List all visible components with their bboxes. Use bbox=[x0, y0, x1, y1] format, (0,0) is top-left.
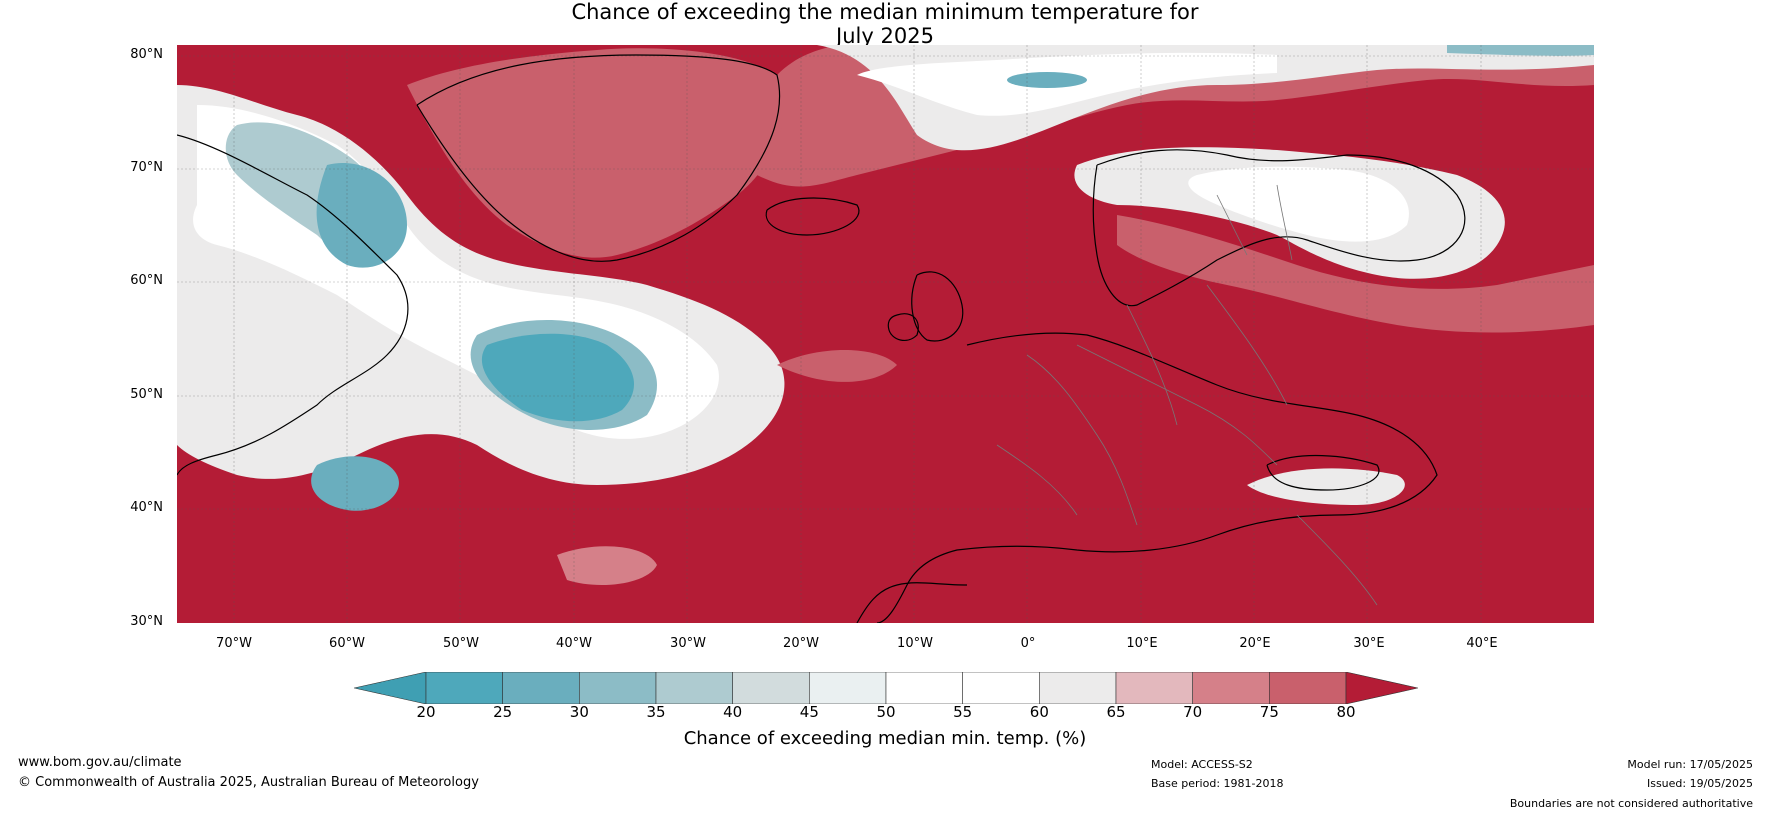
lat-label-60n: 60°N bbox=[130, 273, 163, 288]
footer-base-period: Base period: 1981-2018 bbox=[1151, 777, 1284, 790]
title-line-2: July 2025 bbox=[836, 24, 934, 48]
colorbar-tick-label: 75 bbox=[1259, 703, 1279, 721]
colorbar-segment bbox=[579, 671, 657, 705]
colorbar-tick-label: 60 bbox=[1029, 703, 1049, 721]
lon-label-40w: 40°W bbox=[556, 636, 592, 651]
iceland-coast bbox=[765, 197, 860, 236]
greenland-pink bbox=[407, 48, 785, 258]
coastlines bbox=[177, 54, 1466, 623]
lon-label-20w: 20°W bbox=[783, 636, 819, 651]
colorbar-segment bbox=[1039, 671, 1117, 705]
colorbar-segment bbox=[425, 671, 503, 705]
atlantic-pink-patch bbox=[777, 350, 897, 382]
scandinavia-white bbox=[1188, 166, 1409, 242]
lat-label-70n: 70°N bbox=[130, 160, 163, 175]
lon-label-40e: 40°E bbox=[1466, 636, 1498, 651]
lat-label-40n: 40°N bbox=[130, 500, 163, 515]
colorbar-segment bbox=[962, 671, 1040, 705]
lon-label-30w: 30°W bbox=[670, 636, 706, 651]
east-europe-pink bbox=[1117, 215, 1594, 333]
nova-scotia-cool bbox=[311, 456, 399, 511]
colorbar-high-extend bbox=[1345, 671, 1419, 705]
colorbar-tick-label: 70 bbox=[1183, 703, 1203, 721]
footer-model-run: Model run: 17/05/2025 bbox=[1627, 758, 1753, 771]
colorbar-tick-label: 55 bbox=[953, 703, 973, 721]
black-sea-neutral bbox=[1247, 468, 1405, 505]
footer-disclaimer: Boundaries are not considered authoritat… bbox=[1509, 797, 1753, 810]
lat-label-50n: 50°N bbox=[130, 387, 163, 402]
colorbar-low-extend bbox=[353, 671, 427, 705]
greenland-coast bbox=[416, 54, 781, 262]
colorbar-segment bbox=[655, 671, 733, 705]
colorbar-tick-label: 20 bbox=[416, 703, 436, 721]
chart-title: Chance of exceeding the median minimum t… bbox=[0, 0, 1770, 48]
scandinavia-coast bbox=[1092, 149, 1466, 307]
colorbar bbox=[353, 671, 1419, 705]
north-africa-coast bbox=[856, 582, 968, 623]
black-sea-coast bbox=[1266, 454, 1380, 491]
footer-website: www.bom.gov.au/climate bbox=[18, 755, 182, 770]
arctic-cool-edge bbox=[1447, 45, 1594, 56]
colorbar-segment bbox=[1115, 671, 1193, 705]
labrador-coast bbox=[177, 134, 409, 476]
colorbar-segment bbox=[1269, 671, 1347, 705]
colorbar-segment bbox=[885, 671, 963, 705]
colorbar-tick-label: 25 bbox=[493, 703, 513, 721]
lon-label-50w: 50°W bbox=[443, 636, 479, 651]
colorbar-tick-label: 65 bbox=[1106, 703, 1126, 721]
footer-model: Model: ACCESS-S2 bbox=[1151, 758, 1253, 771]
lon-label-10w: 10°W bbox=[897, 636, 933, 651]
lon-label-20e: 20°E bbox=[1239, 636, 1271, 651]
europe-coast bbox=[876, 332, 1438, 623]
map-svg bbox=[177, 45, 1594, 623]
ireland-coast bbox=[887, 313, 919, 342]
colorbar-tick-label: 40 bbox=[723, 703, 743, 721]
colorbar-label: Chance of exceeding median min. temp. (%… bbox=[683, 728, 1087, 749]
lon-label-10e: 10°E bbox=[1126, 636, 1158, 651]
mid-atlantic-cool-core bbox=[481, 333, 634, 422]
lon-label-60w: 60°W bbox=[329, 636, 365, 651]
colorbar-segment bbox=[732, 671, 810, 705]
colorbar-segment bbox=[809, 671, 887, 705]
colorbar-tick-label: 35 bbox=[646, 703, 666, 721]
arctic-cool-patch bbox=[1007, 72, 1087, 88]
lat-label-30n: 30°N bbox=[130, 614, 163, 629]
graticule bbox=[177, 45, 1594, 623]
colorbar-tick-label: 45 bbox=[799, 703, 819, 721]
lon-label-0: 0° bbox=[1020, 636, 1036, 651]
lat-label-80n: 80°N bbox=[130, 47, 163, 62]
lon-label-30e: 30°E bbox=[1353, 636, 1385, 651]
south-atlantic-pink bbox=[557, 546, 657, 585]
forecast-map bbox=[177, 45, 1594, 623]
lon-label-70w: 70°W bbox=[216, 636, 252, 651]
title-line-1: Chance of exceeding the median minimum t… bbox=[571, 0, 1199, 24]
colorbar-tick-label: 50 bbox=[876, 703, 896, 721]
colorbar-svg bbox=[353, 671, 1419, 705]
colorbar-segment bbox=[502, 671, 580, 705]
uk-coast bbox=[911, 271, 964, 342]
colorbar-tick-label: 30 bbox=[569, 703, 589, 721]
footer-copyright: © Commonwealth of Australia 2025, Austra… bbox=[18, 775, 479, 790]
davis-strait-cool bbox=[316, 163, 407, 268]
colorbar-tick-label: 80 bbox=[1336, 703, 1356, 721]
footer-issued: Issued: 19/05/2025 bbox=[1646, 777, 1753, 790]
borders bbox=[996, 184, 1378, 606]
colorbar-segment bbox=[1192, 671, 1270, 705]
